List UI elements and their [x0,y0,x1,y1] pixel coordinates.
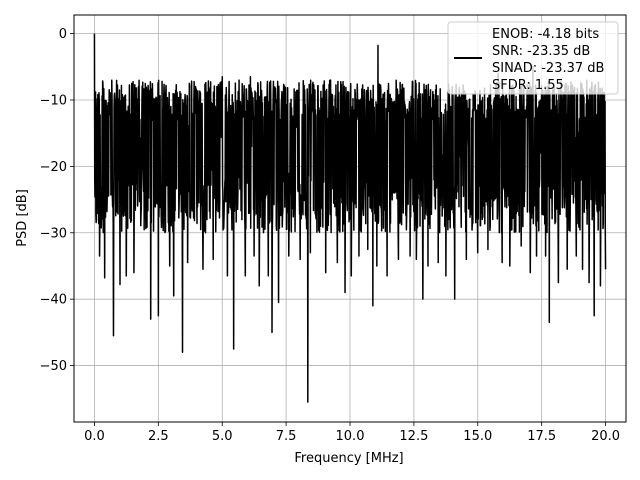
y-tick-label: −50 [40,359,67,374]
x-tick-label: 12.5 [399,429,428,444]
x-tick-label: 2.5 [148,429,169,444]
x-tick-label: 10.0 [336,429,365,444]
y-tick-label: −40 [40,293,67,308]
x-tick-label: 20.0 [591,429,620,444]
y-tick-label: 0 [59,27,67,42]
y-tick-label: −10 [40,93,67,108]
x-tick-label: 0.0 [84,429,105,444]
legend-entry-sinad: SINAD: -23.37 dB [492,61,604,76]
x-tick-label: 17.5 [527,429,556,444]
x-tick-label: 5.0 [212,429,233,444]
legend-entry-sfdr: SFDR: 1.55 [492,78,564,93]
legend-entry-snr: SNR: -23.35 dB [492,44,590,59]
legend-box [447,21,619,95]
y-tick-label: −20 [40,160,67,175]
y-tick-label: −30 [40,226,67,241]
x-axis-label: Frequency [MHz] [294,451,403,466]
x-tick-label: 15.0 [463,429,492,444]
ticks: 0.0 2.5 5.0 7.5 10.0 12.5 15.0 17.5 20.0 0 −10 −20 −… [40,27,620,444]
legend: ENOB: -4.18 bits SNR: -23.35 dB SINAD: -… [447,21,619,95]
legend-entry-enob: ENOB: -4.18 bits [492,27,599,42]
y-axis-label: PSD [dB] [15,189,30,247]
x-tick-label: 7.5 [276,429,297,444]
